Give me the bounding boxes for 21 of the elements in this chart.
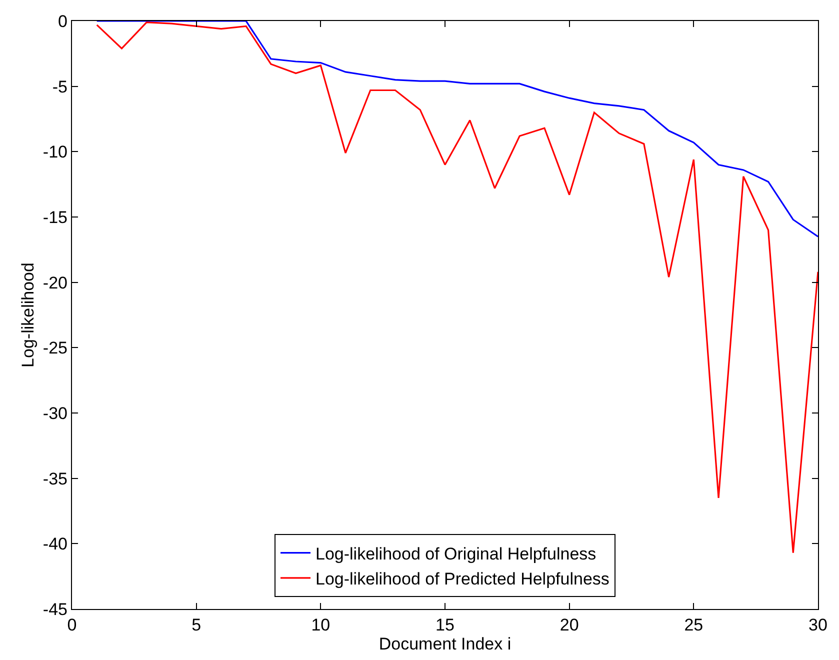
y-tick-label: -15 [42,208,68,227]
x-tick-label: 20 [560,616,579,634]
y-axis-title: Log-likelihood [18,262,38,368]
legend-label: Log-likelihood of Predicted Helpfulness [316,570,610,589]
x-axis-title: Document Index i [378,634,512,654]
y-tick-label: -20 [42,273,68,292]
y-tick-label: -5 [52,77,68,96]
y-tick-label: -30 [42,404,68,423]
x-tick-label: 30 [808,616,828,634]
y-tick-label: -45 [42,600,68,619]
y-tick-label: -35 [42,469,68,488]
y-tick-label: -25 [42,338,68,358]
y-tick-label: -10 [42,142,68,162]
y-tick-label: -40 [42,534,68,554]
y-tick-label: 0 [58,12,68,31]
line-series [96,21,818,238]
legend-label: Log-likelihood of Original Helpfulness [316,544,596,564]
x-tick-label: 25 [684,616,704,634]
x-tick-label: 5 [192,616,202,634]
x-tick-label: 10 [311,616,330,634]
x-tick-label: 15 [436,616,454,634]
